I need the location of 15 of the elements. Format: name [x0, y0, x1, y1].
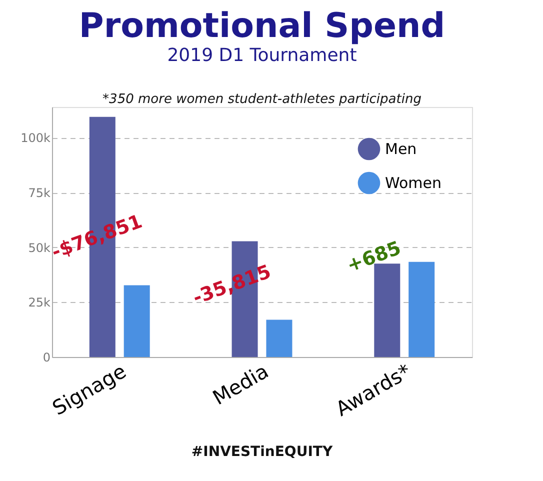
bar: [266, 320, 292, 357]
bar: [408, 262, 435, 357]
legend-label: Women: [385, 174, 442, 192]
legend-label: Men: [385, 140, 417, 158]
chart-title: Promotional Spend: [78, 6, 446, 46]
chart-subtitle: 2019 D1 Tournament: [167, 45, 357, 66]
text: #INVESTinEQUITY: [191, 444, 334, 460]
y-tick-label: 25k: [28, 296, 51, 310]
y-tick-label: 50k: [28, 240, 51, 255]
y-tick-label: 0: [42, 350, 50, 364]
y-tick-label: 100k: [20, 131, 51, 146]
text: *350 more women student-athletes participating: [102, 92, 422, 107]
annotation: +685: [344, 237, 404, 277]
y-tick-label: 75k: [28, 186, 51, 200]
bar: [124, 285, 150, 357]
